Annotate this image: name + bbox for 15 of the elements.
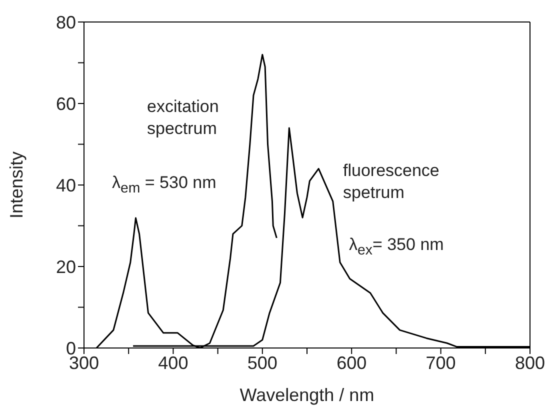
- annotation: λ$_{em}$ = 530 nm: [112, 172, 218, 198]
- annotation: fluorescence spetrum: [343, 160, 440, 204]
- y-tick-label: 80: [56, 12, 76, 32]
- x-axis-title: Wavelength / nm: [240, 385, 374, 405]
- y-tick-label: 20: [56, 256, 76, 277]
- annotation: excitation spectrum: [147, 96, 220, 140]
- x-tick-label: 400: [158, 352, 188, 373]
- x-tick-label: 800: [514, 352, 546, 373]
- x-tick-label: 600: [336, 352, 367, 373]
- x-tick-label: 500: [247, 352, 278, 373]
- y-tick-label: 60: [56, 94, 76, 114]
- y-axis-title: Intensity: [6, 151, 26, 219]
- y-tick-label: 40: [56, 175, 76, 196]
- annotation: λ$_{ex}$= 350 nm: [349, 234, 445, 260]
- x-tick-label: 700: [426, 352, 456, 373]
